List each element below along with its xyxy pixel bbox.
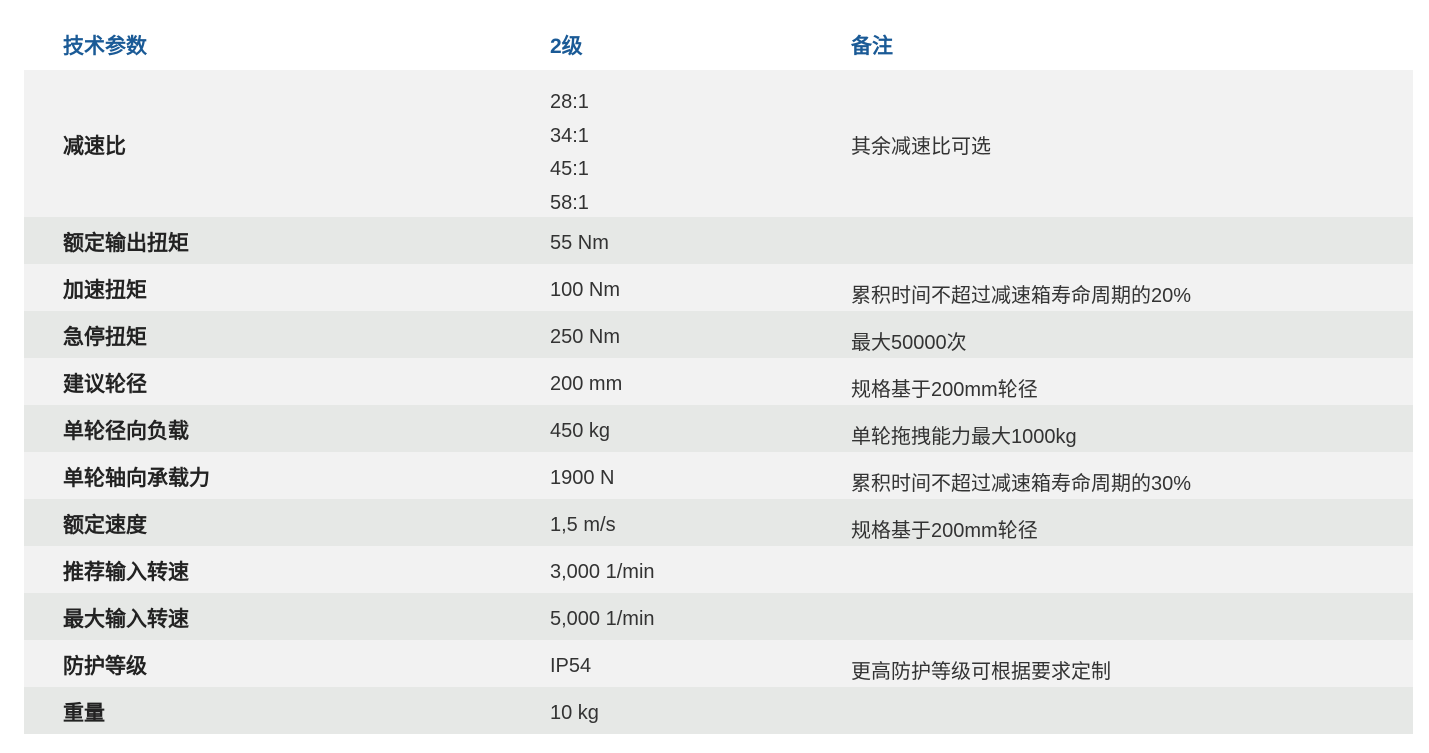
note: 累积时间不超过减速箱寿命周期的30% [851, 473, 1192, 495]
param-name: 最大输入转速 [63, 608, 189, 631]
table-row: 急停扭矩 250 Nm 最大50000次 [24, 311, 1413, 358]
stage-value: 1,5 m/s [550, 514, 616, 536]
stage-value: IP54 [550, 655, 592, 677]
stage-value: 250 Nm [550, 326, 621, 348]
param-name: 单轮径向负载 [63, 420, 189, 443]
stage-value: 10 kg [550, 702, 599, 724]
stage-value: 100 Nm [550, 279, 621, 301]
ratio-value: 45:1 [550, 158, 589, 180]
table-row: 防护等级 IP54 更高防护等级可根据要求定制 [24, 640, 1413, 687]
param-name: 推荐输入转速 [63, 561, 189, 584]
ratio-value: 34:1 [550, 124, 589, 147]
table-row: 减速比 28:1 34:1 45:1 58:1 其余减速比可选 [24, 70, 1413, 217]
note: 规格基于200mm轮径 [851, 379, 1038, 401]
param-name: 减速比 [63, 135, 126, 158]
note: 累积时间不超过减速箱寿命周期的20% [851, 285, 1192, 307]
param-name: 防护等级 [63, 655, 147, 678]
note: 单轮拖拽能力最大1000kg [851, 426, 1077, 448]
table-row: 最大输入转速 5,000 1/min [24, 593, 1413, 640]
header-param: 技术参数 [63, 35, 147, 58]
note: 更高防护等级可根据要求定制 [851, 661, 1111, 683]
param-name: 急停扭矩 [63, 326, 147, 349]
stage-value: 3,000 1/min [550, 561, 655, 583]
table-row: 建议轮径 200 mm 规格基于200mm轮径 [24, 358, 1413, 405]
spec-table: 技术参数 2级 备注 减速比 28:1 34:1 45:1 58:1 其余减速比可选额定输… [24, 0, 1413, 734]
header-stage: 2级 [550, 35, 583, 58]
table-row: 额定速度 1,5 m/s 规格基于200mm轮径 [24, 499, 1413, 546]
param-name: 加速扭矩 [63, 279, 147, 302]
ratio-value: 58:1 [550, 191, 589, 214]
stage-value: 28:1 34:1 45:1 58:1 [550, 86, 589, 220]
table-row: 重量 10 kg [24, 687, 1413, 734]
stage-value: 450 kg [550, 420, 611, 442]
table-header: 技术参数 2级 备注 [24, 0, 1413, 70]
stage-value: 55 Nm [550, 232, 609, 254]
param-name: 重量 [63, 702, 105, 725]
header-note: 备注 [851, 35, 893, 58]
ratio-value: 28:1 [550, 91, 589, 113]
table-row: 额定输出扭矩 55 Nm [24, 217, 1413, 264]
table-row: 推荐输入转速 3,000 1/min [24, 546, 1413, 593]
table-row: 单轮径向负载 450 kg 单轮拖拽能力最大1000kg [24, 405, 1413, 452]
stage-value: 200 mm [550, 373, 623, 395]
table-row: 加速扭矩 100 Nm 累积时间不超过减速箱寿命周期的20% [24, 264, 1413, 311]
note: 规格基于200mm轮径 [851, 520, 1038, 542]
param-name: 额定速度 [63, 514, 147, 537]
param-name: 额定输出扭矩 [63, 232, 189, 255]
table-row: 单轮轴向承载力 1900 N 累积时间不超过减速箱寿命周期的30% [24, 452, 1413, 499]
stage-value: 5,000 1/min [550, 608, 655, 630]
stage-value: 1900 N [550, 467, 615, 489]
param-name: 建议轮径 [63, 373, 147, 396]
note: 最大50000次 [851, 332, 967, 354]
note: 其余减速比可选 [851, 136, 991, 158]
param-name: 单轮轴向承载力 [63, 467, 210, 490]
